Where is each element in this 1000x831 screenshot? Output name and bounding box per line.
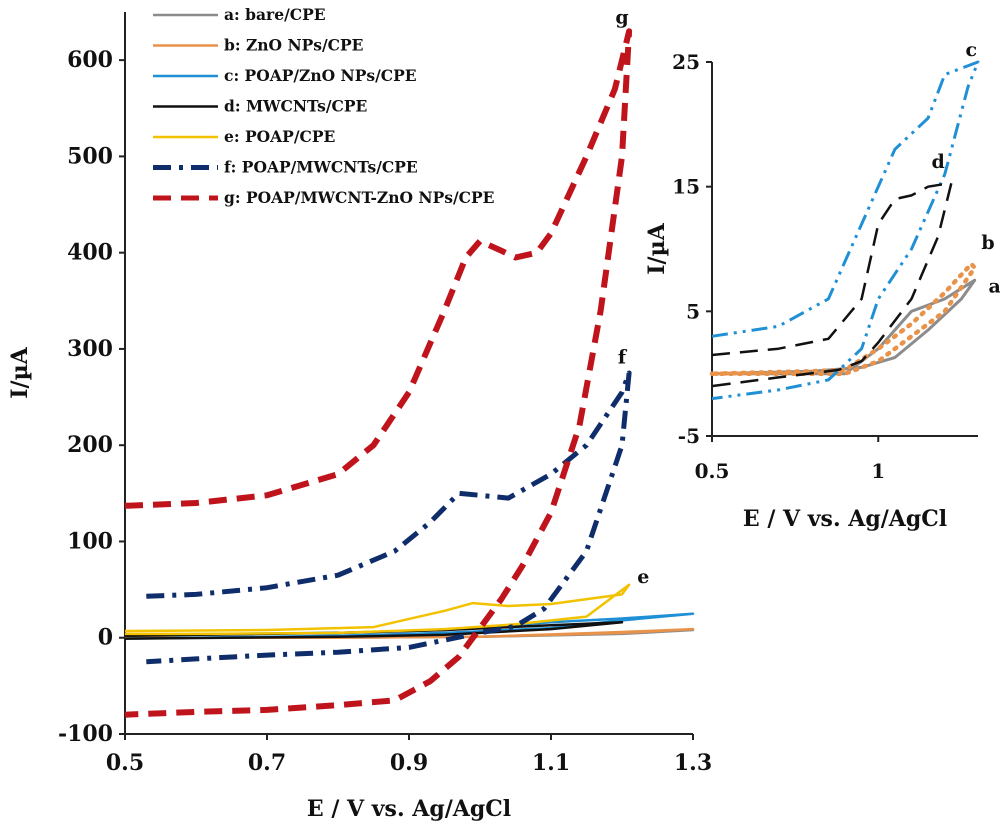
x-tick-label: 0.5 — [695, 459, 730, 483]
y-tick-label: 500 — [67, 143, 113, 169]
inset-axes: 0.5 1 -5 5 15 25 E / V vs. Ag/AgCl I/µA — [644, 50, 978, 532]
legend-label: b: ZnO NPs/CPE — [224, 36, 364, 55]
legend-label: f: POAP/MWCNTs/CPE — [224, 158, 418, 177]
curve-label-b: b — [981, 232, 994, 254]
y-tick-label: 25 — [672, 50, 700, 74]
curve-label-e: e — [637, 566, 649, 588]
x-axis-title: E / V vs. Ag/AgCl — [743, 506, 947, 532]
legend-label: a: bare/CPE — [224, 5, 326, 24]
x-tick-label: 0.9 — [390, 750, 428, 776]
inset-curves — [709, 60, 980, 401]
curve-label-c: c — [966, 39, 978, 61]
curve-label-f: f — [618, 346, 628, 368]
y-axis-title: I/µA — [644, 222, 670, 274]
x-tick-label: 1 — [871, 459, 885, 483]
series-b-curve — [709, 261, 977, 376]
series-f-curve — [146, 370, 632, 665]
main-chart: 0.5 0.7 0.9 1.1 1.3 -100 0 100 200 300 400 500 600 E … — [7, 5, 712, 822]
y-tick-label: 5 — [686, 299, 700, 323]
inset-curve-labels: c d ba — [931, 39, 1000, 298]
curve-label-a: a — [988, 276, 1000, 298]
y-tick-label: 600 — [67, 47, 113, 73]
series-g-curve — [124, 28, 633, 718]
series-b-curve — [125, 627, 695, 639]
y-tick-label: 300 — [67, 336, 113, 362]
main-curves — [124, 28, 695, 718]
legend-label: g: POAP/MWCNT-ZnO NPs/CPE — [224, 188, 495, 207]
legend-label: e: POAP/CPE — [224, 127, 335, 146]
y-tick-label: -5 — [678, 424, 700, 448]
y-tick-label: 400 — [67, 240, 113, 266]
x-tick-label: 1.1 — [532, 750, 570, 776]
main-curve-labels: g f e — [615, 7, 649, 588]
legend: a: bare/CPE b: ZnO NPs/CPE c: POAP/ZnO NPs… — [153, 5, 495, 207]
x-tick-label: 0.7 — [248, 750, 286, 776]
inset-chart: 0.5 1 -5 5 15 25 E / V vs. Ag/AgCl I/µA c d ba — [644, 39, 1000, 532]
y-tick-label: 15 — [672, 175, 700, 199]
curve-label-d: d — [931, 151, 944, 173]
series-e-curve — [124, 583, 631, 636]
series-c-curve — [711, 60, 980, 401]
series-a-curve — [711, 278, 977, 376]
legend-label: c: POAP/ZnO NPs/CPE — [224, 66, 417, 85]
x-tick-label: 1.3 — [674, 750, 712, 776]
y-tick-label: 0 — [98, 625, 113, 651]
x-axis-title: E / V vs. Ag/AgCl — [307, 796, 511, 822]
y-tick-label: 200 — [67, 432, 113, 458]
legend-label: d: MWCNTs/CPE — [224, 97, 368, 116]
series-d-curve — [711, 181, 953, 388]
y-tick-label: 100 — [67, 528, 113, 554]
x-tick-label: 0.5 — [106, 750, 144, 776]
curve-label-g: g — [615, 7, 628, 29]
main-axes: 0.5 0.7 0.9 1.1 1.3 -100 0 100 200 300 400 500 600 E … — [7, 12, 712, 822]
y-tick-label: -100 — [58, 721, 113, 747]
y-axis-title: I/µA — [7, 346, 33, 398]
